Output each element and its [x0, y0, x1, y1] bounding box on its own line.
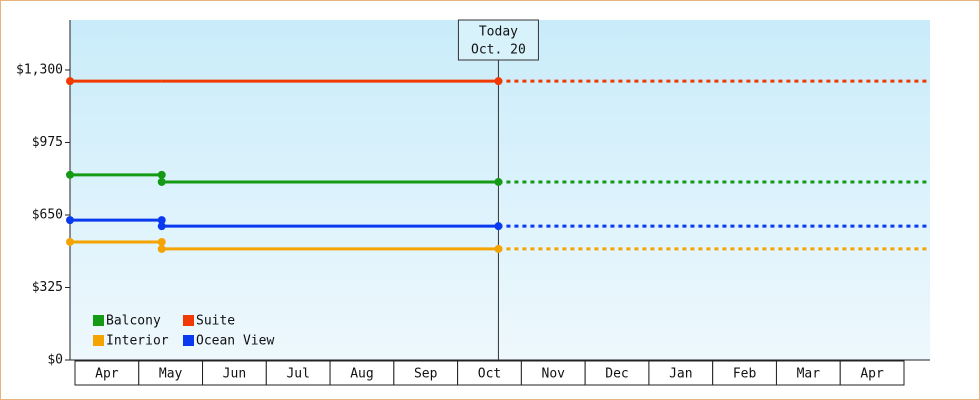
price-point	[66, 237, 74, 246]
x-tick-label: Mar	[797, 367, 821, 382]
legend-label: Suite	[196, 314, 235, 329]
price-point	[157, 222, 166, 231]
x-cell	[329, 360, 395, 386]
today-box	[457, 19, 539, 61]
x-tick-label: Aug	[350, 367, 373, 382]
price-point	[66, 77, 74, 86]
x-cell	[138, 360, 204, 386]
price-point	[494, 222, 503, 231]
plot-area	[70, 20, 930, 360]
x-cell	[839, 360, 905, 386]
y-tick-label: $650	[32, 207, 63, 222]
price-point	[157, 216, 166, 225]
y-tick-label: $0	[47, 353, 63, 368]
x-tick-label: Apr	[860, 367, 884, 382]
x-cell	[74, 360, 140, 386]
today-label: Today	[479, 25, 518, 40]
x-tick-label: Nov	[542, 367, 566, 382]
y-tick-label: $1,300	[16, 62, 63, 77]
x-cell	[520, 360, 586, 386]
legend-swatch	[183, 335, 194, 346]
price-point	[157, 237, 166, 246]
x-tick-label: Jan	[669, 367, 692, 382]
x-tick-label: Sep	[414, 367, 438, 382]
x-tick-label: May	[159, 367, 183, 382]
price-point	[494, 177, 503, 186]
today-label: Oct. 20	[471, 43, 526, 58]
price-point	[157, 244, 166, 253]
x-tick-label: Feb	[733, 367, 757, 382]
x-tick-label: Jun	[223, 367, 246, 382]
price-point	[66, 170, 74, 179]
price-point	[494, 244, 503, 253]
x-cell	[775, 360, 841, 386]
price-point	[157, 170, 166, 179]
price-point	[66, 216, 74, 225]
x-cell	[202, 360, 267, 386]
x-cell	[265, 360, 331, 386]
legend-label: Balcony	[106, 314, 161, 329]
x-tick-label: Apr	[95, 367, 119, 382]
legend-swatch	[93, 315, 104, 326]
y-tick-label: $325	[32, 280, 63, 295]
legend-label: Ocean View	[196, 334, 274, 349]
legend-swatch	[183, 315, 194, 326]
x-tick-label: Dec	[605, 367, 628, 382]
price-point	[157, 177, 166, 186]
x-tick-label: Oct	[478, 367, 501, 382]
price-point	[494, 77, 503, 86]
y-tick-label: $975	[32, 135, 63, 150]
x-cell	[648, 360, 714, 386]
x-tick-label: Jul	[286, 367, 309, 382]
legend-label: Interior	[106, 334, 169, 349]
legend-swatch	[93, 335, 104, 346]
